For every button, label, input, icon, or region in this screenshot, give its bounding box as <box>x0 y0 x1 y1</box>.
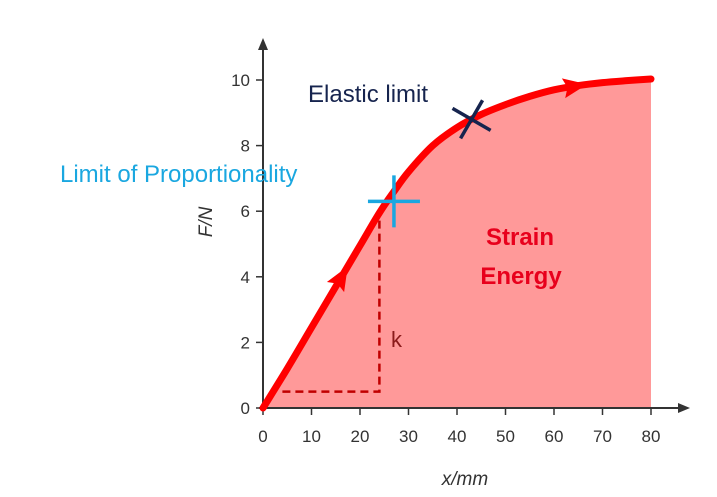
x-tick-label: 40 <box>448 427 467 446</box>
x-tick-label: 60 <box>545 427 564 446</box>
curve-direction-arrows <box>326 78 588 293</box>
curve-arrowhead <box>326 266 348 293</box>
strain-energy-area <box>263 79 651 409</box>
elastic-limit-marker <box>451 99 492 140</box>
x-axis-arrowhead <box>678 403 690 413</box>
x-axis-title: x/mm <box>441 469 488 490</box>
x-tick-label: 0 <box>258 427 267 446</box>
gradient-triangle <box>282 212 381 393</box>
x-tick-label: 10 <box>302 427 321 446</box>
x-tick-label: 50 <box>496 427 515 446</box>
y-tick-label: 10 <box>231 71 250 90</box>
y-tick-label: 8 <box>241 137 250 156</box>
curve-arrowhead <box>561 78 588 99</box>
y-axis-arrowhead <box>258 38 268 50</box>
strain-energy-label-line1: Strain <box>486 224 554 251</box>
elastic-limit-label: Elastic limit <box>308 81 428 108</box>
y-tick-label: 2 <box>241 333 250 352</box>
y-tick-label: 4 <box>241 268 250 287</box>
x-tick-label: 30 <box>399 427 418 446</box>
gradient-k-label: k <box>391 327 403 352</box>
marker-stroke <box>459 99 485 140</box>
x-tick-label: 20 <box>351 427 370 446</box>
y-ticks: 0 2 4 6 8 10 <box>231 71 263 418</box>
axes: 0 10 20 30 40 50 60 70 80 0 2 4 6 8 10 <box>231 38 690 446</box>
x-tick-label: 70 <box>593 427 612 446</box>
proportionality-limit-marker <box>367 175 420 228</box>
strain-energy-label-line2: Energy <box>480 263 562 290</box>
x-tick-label: 80 <box>642 427 661 446</box>
y-tick-label: 0 <box>241 399 250 418</box>
y-axis-title: F/N <box>196 206 217 237</box>
proportionality-limit-label: Limit of Proportionality <box>60 161 297 188</box>
y-tick-label: 6 <box>241 202 250 221</box>
x-ticks: 0 10 20 30 40 50 60 70 80 <box>258 408 660 446</box>
